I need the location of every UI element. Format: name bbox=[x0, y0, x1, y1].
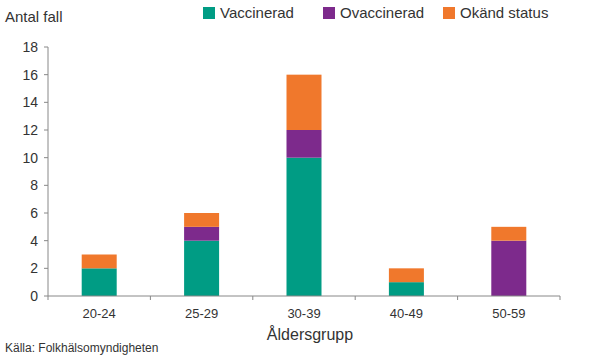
bar-segment bbox=[491, 227, 526, 241]
y-tick bbox=[44, 102, 48, 103]
x-axis-line bbox=[48, 296, 560, 297]
bar-segment bbox=[287, 130, 322, 158]
y-axis-label: Antal fall bbox=[5, 8, 63, 25]
bar-segment bbox=[287, 75, 322, 130]
x-tick bbox=[252, 296, 253, 300]
y-tick bbox=[44, 47, 48, 48]
y-tick bbox=[44, 240, 48, 241]
bars bbox=[82, 75, 527, 296]
bar-segment bbox=[389, 268, 424, 282]
bar-segment bbox=[184, 241, 219, 296]
y-tick-label: 4 bbox=[30, 233, 38, 249]
legend-label: Okänd status bbox=[460, 4, 548, 21]
y-tick-label: 14 bbox=[22, 94, 38, 110]
legend-swatch bbox=[203, 7, 215, 19]
y-tick bbox=[44, 157, 48, 158]
y-tick-label: 18 bbox=[22, 39, 38, 55]
legend-label: Ovaccinerad bbox=[340, 4, 424, 21]
x-axis-label: Åldersgrupp bbox=[267, 325, 353, 343]
x-tick bbox=[355, 296, 356, 300]
y-tick bbox=[44, 296, 48, 297]
x-tick bbox=[150, 296, 151, 300]
y-tick-label: 2 bbox=[30, 260, 38, 276]
y-tick bbox=[44, 185, 48, 186]
y-tick-label: 8 bbox=[30, 177, 38, 193]
y-tick bbox=[44, 268, 48, 269]
y-tick bbox=[44, 74, 48, 75]
x-tick bbox=[560, 296, 561, 300]
bar-segment bbox=[184, 227, 219, 241]
legend-swatch bbox=[443, 7, 455, 19]
legend: Vaccinerad Ovaccinerad Okänd status bbox=[203, 4, 548, 21]
y-tick-label: 6 bbox=[30, 205, 38, 221]
bar-segment bbox=[82, 255, 117, 269]
y-axis-line bbox=[48, 47, 49, 296]
legend-label: Vaccinerad bbox=[220, 4, 294, 21]
bar-segment bbox=[389, 282, 424, 296]
x-tick bbox=[48, 296, 49, 300]
bar-segment bbox=[82, 268, 117, 296]
y-tick-label: 0 bbox=[30, 288, 38, 304]
legend-swatch bbox=[323, 7, 335, 19]
x-tick-label: 40-49 bbox=[390, 306, 423, 321]
y-tick bbox=[44, 130, 48, 131]
chart-container: 0 2 4 6 8 10 12 14 16 18 20-24 25-29 30-39 40-49 50-59… bbox=[0, 0, 590, 358]
y-tick-label: 16 bbox=[22, 67, 38, 83]
bar-segment bbox=[491, 241, 526, 296]
y-tick-label: 12 bbox=[22, 122, 38, 138]
x-tick-label: 30-39 bbox=[287, 306, 320, 321]
x-tick-label: 25-29 bbox=[185, 306, 218, 321]
x-tick-label: 20-24 bbox=[83, 306, 116, 321]
y-tick-label: 10 bbox=[22, 150, 38, 166]
bar-segment bbox=[184, 213, 219, 227]
y-tick bbox=[44, 213, 48, 214]
source-note: Källa: Folkhälsomyndigheten bbox=[5, 341, 158, 355]
chart-svg: 0 2 4 6 8 10 12 14 16 18 20-24 25-29 30-39 40-49 50-59… bbox=[0, 0, 590, 358]
x-tick bbox=[457, 296, 458, 300]
bar-segment bbox=[287, 158, 322, 296]
x-tick-label: 50-59 bbox=[492, 306, 525, 321]
